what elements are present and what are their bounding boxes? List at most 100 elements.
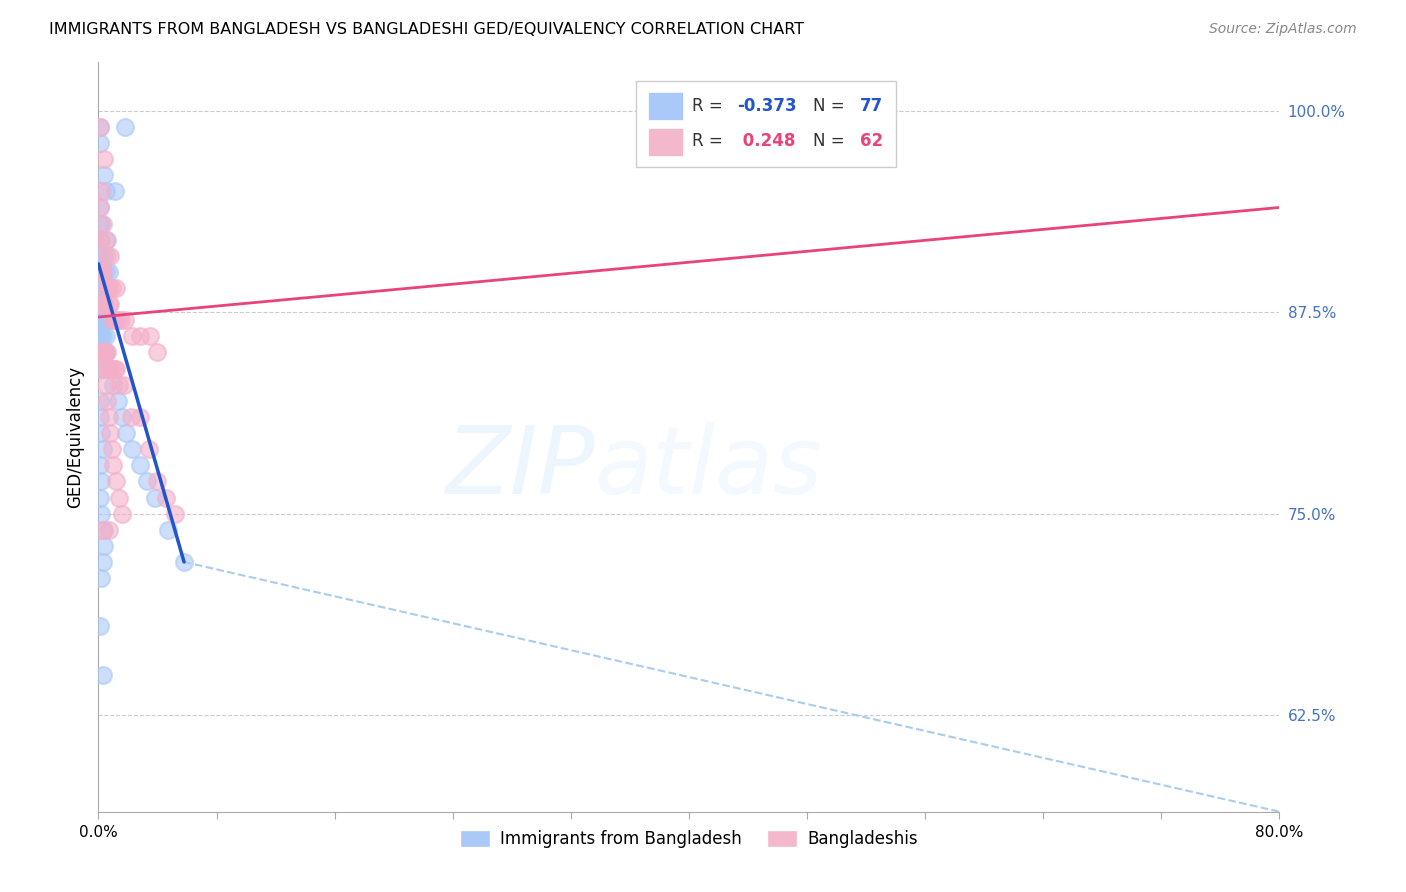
Point [114,313,136,327]
Point [97,361,120,376]
Point [89,458,111,473]
Point [89,201,111,215]
Point [93,313,115,327]
Point [93,297,115,311]
Point [93,168,115,182]
Point [89,345,111,359]
Text: 77: 77 [860,97,883,115]
Point [94,345,117,359]
Point [146,345,169,359]
Bar [648,92,683,120]
Point [89,491,111,505]
Point [89,265,111,279]
Point [104,185,127,199]
Point [97,281,120,295]
Point [104,313,127,327]
Point [155,491,177,505]
Point [89,120,111,134]
Point [91,249,114,263]
Point [91,442,114,457]
Point [91,265,114,279]
Point [93,345,115,359]
Point [90,571,112,585]
Point [110,313,132,327]
FancyBboxPatch shape [636,81,896,168]
Point [89,265,111,279]
Point [98,361,121,376]
Point [91,667,114,681]
Point [91,265,114,279]
Point [115,425,138,440]
Point [96,393,118,408]
Point [104,361,127,376]
Point [93,249,115,263]
Point [90,185,112,199]
Point [91,217,114,231]
Point [100,281,122,295]
Point [90,297,112,311]
Point [111,507,134,521]
Text: R =: R = [693,97,728,115]
Point [91,329,114,343]
Point [89,136,111,150]
Point [173,555,195,569]
Point [91,555,114,569]
Point [93,539,115,553]
Point [156,523,179,537]
Point [143,491,166,505]
Text: ZIP: ZIP [444,422,595,513]
Point [93,297,115,311]
Point [98,297,121,311]
Text: Source: ZipAtlas.com: Source: ZipAtlas.com [1209,22,1357,37]
Point [98,425,121,440]
Point [97,409,120,424]
Point [97,297,120,311]
Point [91,297,114,311]
Point [105,361,128,376]
Text: -0.373: -0.373 [737,97,797,115]
Point [94,329,117,343]
Point [121,329,143,343]
Point [96,313,118,327]
Point [89,233,111,247]
Point [93,523,115,537]
Text: N =: N = [813,97,849,115]
Point [111,409,134,424]
Point [114,120,136,134]
Point [89,201,111,215]
Point [139,329,162,343]
Point [93,297,115,311]
Point [89,329,111,343]
Point [90,345,112,359]
Point [90,329,112,343]
Point [120,409,142,424]
Text: IMMIGRANTS FROM BANGLADESH VS BANGLADESHI GED/EQUIVALENCY CORRELATION CHART: IMMIGRANTS FROM BANGLADESH VS BANGLADESH… [49,22,804,37]
Point [89,281,111,295]
Point [94,345,117,359]
Point [96,249,118,263]
Point [90,297,112,311]
Point [97,523,120,537]
Point [108,377,131,392]
Point [165,507,187,521]
Point [94,233,117,247]
Text: 62: 62 [860,132,883,150]
Point [89,313,111,327]
Point [97,265,120,279]
Point [96,281,118,295]
Point [89,281,111,295]
Point [89,409,111,424]
Point [90,297,112,311]
Point [90,507,112,521]
Point [97,361,120,376]
Text: R =: R = [693,132,728,150]
Point [89,297,111,311]
Point [90,265,112,279]
Point [89,281,111,295]
Point [89,345,111,359]
Point [112,377,135,392]
Point [90,217,112,231]
Point [90,313,112,327]
Point [105,475,128,489]
Point [128,458,150,473]
